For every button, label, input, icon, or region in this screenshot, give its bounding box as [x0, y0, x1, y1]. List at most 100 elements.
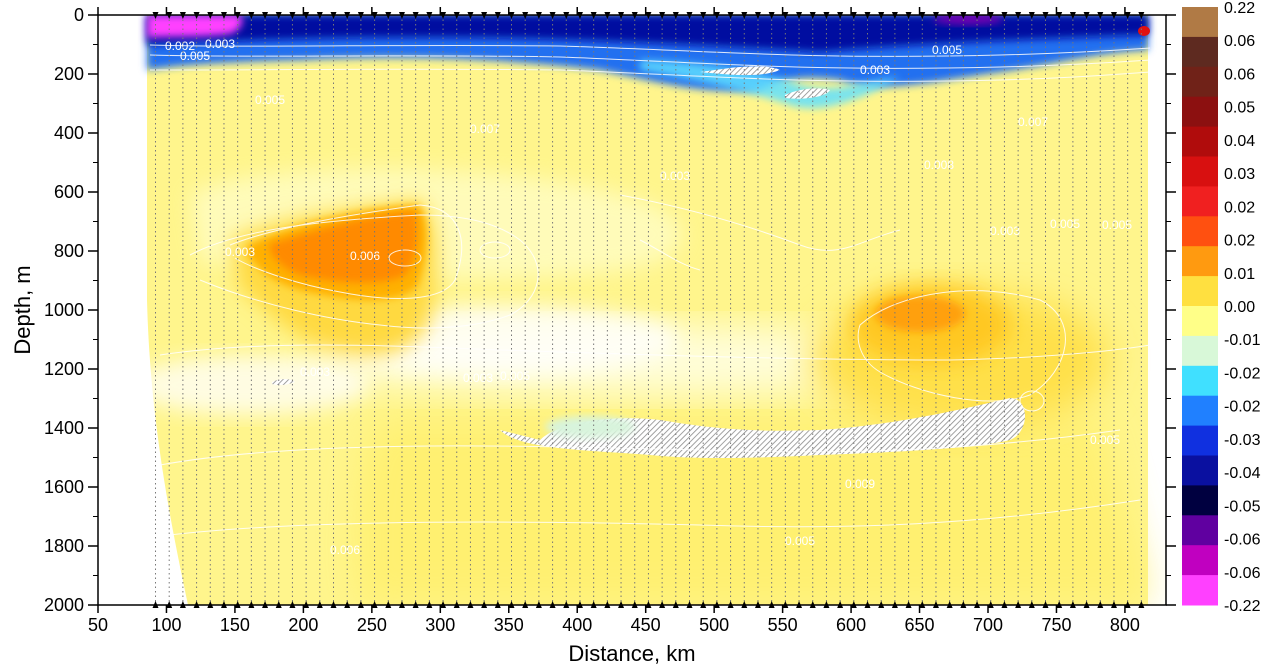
surface-dark-layer	[147, 15, 1148, 52]
x-tick-label: 500	[699, 615, 729, 635]
station-marker-bottom	[508, 601, 515, 608]
y-tick-label: 200	[54, 64, 84, 84]
station-marker-bottom	[467, 601, 474, 608]
hatch-spot-3	[272, 379, 295, 386]
y-tick-label: 1600	[44, 477, 84, 497]
station-marker-top	[494, 12, 501, 19]
y-tick-label: 1200	[44, 359, 84, 379]
station-marker-bottom	[1083, 601, 1090, 608]
station-marker-top	[1124, 12, 1131, 19]
station-marker-bottom	[631, 601, 638, 608]
y-tick-label: 1000	[44, 300, 84, 320]
colorbar-label: 0.06	[1224, 66, 1255, 83]
station-marker-bottom	[535, 601, 542, 608]
colorbar-swatch	[1182, 306, 1218, 337]
colorbar-swatch	[1182, 126, 1218, 157]
station-marker-top	[618, 12, 625, 19]
y-tick-label: 1400	[44, 418, 84, 438]
station-marker-top	[987, 12, 994, 19]
station-marker-bottom	[398, 601, 405, 608]
colorbar-swatch	[1182, 395, 1218, 427]
station-marker-top	[645, 12, 652, 19]
station-marker-top	[864, 12, 871, 19]
colorbar-label: 0.06	[1224, 33, 1255, 50]
station-marker-top	[440, 12, 447, 19]
contour-label: 0.005	[785, 534, 815, 548]
station-marker-bottom	[426, 601, 433, 608]
station-marker-top	[713, 12, 720, 19]
contour-label: 0.003	[463, 371, 493, 385]
station-marker-top	[453, 12, 460, 19]
contour-label: 0.003	[205, 37, 235, 51]
station-marker-top	[152, 12, 159, 19]
station-marker-top	[166, 12, 173, 19]
colorbar-swatch	[1182, 186, 1218, 217]
y-tick-label: 1800	[44, 536, 84, 556]
station-marker-top	[1015, 12, 1022, 19]
y-tick-label: 600	[54, 182, 84, 202]
contour-label: 0.009	[845, 477, 875, 491]
contour-label: 0.005	[255, 93, 285, 107]
station-marker-bottom	[344, 601, 351, 608]
station-marker-top	[1042, 12, 1049, 19]
colorbar: 0.22 0.06 0.06 0.05 0.04 0.03 0.02 0.02 0.01 0.00…	[1182, 0, 1261, 615]
station-marker-bottom	[1015, 601, 1022, 608]
station-marker-top	[289, 12, 296, 19]
station-marker-bottom	[453, 601, 460, 608]
contour-label: 0.003	[660, 169, 690, 183]
station-marker-bottom	[1001, 601, 1008, 608]
y-tick-label: 800	[54, 241, 84, 261]
station-marker-top	[960, 12, 967, 19]
colorbar-label: 0.02	[1224, 233, 1255, 250]
station-marker-top	[1069, 12, 1076, 19]
deep-minimum-core	[545, 416, 635, 438]
colorbar-label: 0.02	[1224, 199, 1255, 216]
station-marker-bottom	[152, 601, 159, 608]
x-tick-label: 750	[1041, 615, 1071, 635]
station-marker-bottom	[891, 601, 898, 608]
station-marker-top	[1110, 12, 1117, 19]
station-marker-bottom	[823, 601, 830, 608]
station-marker-bottom	[563, 601, 570, 608]
station-marker-bottom	[905, 601, 912, 608]
station-marker-bottom	[412, 601, 419, 608]
station-marker-top	[426, 12, 433, 19]
station-marker-top	[248, 12, 255, 19]
station-marker-bottom	[303, 601, 310, 608]
station-marker-bottom	[207, 601, 214, 608]
station-marker-bottom	[330, 601, 337, 608]
station-marker-top	[1138, 12, 1145, 19]
station-marker-bottom	[220, 601, 227, 608]
station-marker-top	[850, 12, 857, 19]
ne-red-spot	[1138, 26, 1150, 36]
contour-label: 0.005	[1050, 217, 1080, 231]
station-marker-top	[1001, 12, 1008, 19]
colorbar-swatch	[1182, 276, 1218, 307]
station-marker-top	[1028, 12, 1035, 19]
colorbar-label: -0.02	[1224, 399, 1261, 416]
x-tick-label: 700	[973, 615, 1003, 635]
station-marker-top	[549, 12, 556, 19]
station-marker-bottom	[672, 601, 679, 608]
station-marker-bottom	[987, 601, 994, 608]
station-marker-top	[412, 12, 419, 19]
station-marker-bottom	[549, 601, 556, 608]
contour-label: 0.003	[225, 245, 255, 259]
station-marker-top	[754, 12, 761, 19]
station-marker-bottom	[1028, 601, 1035, 608]
colorbar-swatch	[1182, 216, 1218, 247]
colorbar-label: -0.22	[1224, 598, 1261, 615]
station-marker-bottom	[727, 601, 734, 608]
colorbar-swatch	[1182, 96, 1218, 128]
station-marker-bottom	[713, 601, 720, 608]
station-marker-top	[946, 12, 953, 19]
y-axis: 0 200 400 600 800 1000 1200 1400 1600 1800 2000	[44, 5, 98, 615]
colorbar-swatch	[1182, 36, 1218, 68]
contour-label: 0.005	[1102, 218, 1132, 232]
station-marker-top	[576, 12, 583, 19]
colorbar-label: 0.00	[1224, 299, 1255, 316]
x-tick-label: 250	[357, 615, 387, 635]
station-marker-top	[193, 12, 200, 19]
station-marker-bottom	[932, 601, 939, 608]
